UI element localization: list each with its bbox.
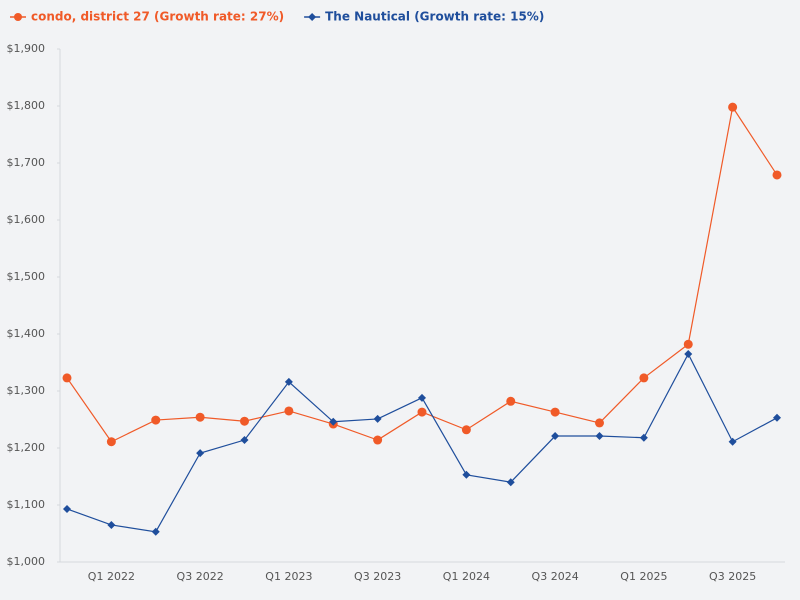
y-tick-label: $1,900: [7, 42, 46, 55]
point: [728, 102, 738, 112]
point: [151, 415, 161, 425]
x-tick-label: Q1 2024: [443, 570, 490, 583]
point: [63, 504, 71, 513]
legend-marker: [14, 13, 22, 21]
x-tick-label: Q3 2025: [709, 570, 756, 583]
x-tick-label: Q1 2025: [620, 570, 667, 583]
point: [373, 435, 383, 445]
y-tick-label: $1,400: [7, 327, 46, 340]
point: [196, 449, 205, 458]
legend-item: condo, district 27 (Growth rate: 27%): [10, 10, 284, 24]
legend-marker: [308, 13, 317, 21]
point: [683, 339, 693, 349]
point: [639, 373, 649, 383]
point: [195, 412, 205, 422]
y-tick-label: $1,800: [7, 99, 46, 112]
point: [773, 413, 781, 422]
x-tick-label: Q1 2022: [88, 570, 135, 583]
point: [62, 373, 72, 383]
point: [417, 407, 427, 417]
point: [550, 407, 560, 417]
point: [107, 520, 116, 529]
legend-item: The Nautical (Growth rate: 15%): [304, 10, 544, 24]
x-tick-label: Q3 2024: [532, 570, 579, 583]
point: [106, 437, 116, 447]
y-tick-label: $1,100: [7, 498, 46, 511]
y-tick-label: $1,200: [7, 441, 46, 454]
point: [684, 349, 693, 358]
x-tick-label: Q3 2023: [354, 570, 401, 583]
point: [506, 396, 516, 406]
point: [462, 470, 471, 479]
x-tick-label: Q1 2023: [265, 570, 312, 583]
point: [329, 417, 338, 426]
point: [240, 436, 249, 445]
y-tick-label: $1,600: [7, 213, 46, 226]
point: [728, 437, 737, 446]
point: [284, 377, 293, 386]
point: [639, 433, 648, 442]
point: [595, 432, 604, 441]
series-line: [66, 105, 778, 443]
point: [240, 416, 249, 426]
legend-text: The Nautical (Growth rate: 15%): [325, 10, 544, 24]
point: [151, 527, 160, 536]
legend-text: condo, district 27 (Growth rate: 27%): [31, 10, 284, 24]
point: [418, 393, 426, 402]
point: [772, 170, 782, 180]
point: [595, 418, 604, 428]
y-tick-label: $1,700: [7, 156, 46, 169]
y-tick-label: $1,000: [7, 555, 46, 568]
point: [461, 425, 471, 435]
point: [506, 478, 515, 487]
series-line: [66, 352, 778, 533]
y-tick-label: $1,300: [7, 384, 46, 397]
point: [284, 406, 294, 416]
point: [551, 432, 560, 441]
point: [373, 414, 382, 423]
x-tick-label: Q3 2022: [177, 570, 224, 583]
y-tick-label: $1,500: [7, 270, 46, 283]
